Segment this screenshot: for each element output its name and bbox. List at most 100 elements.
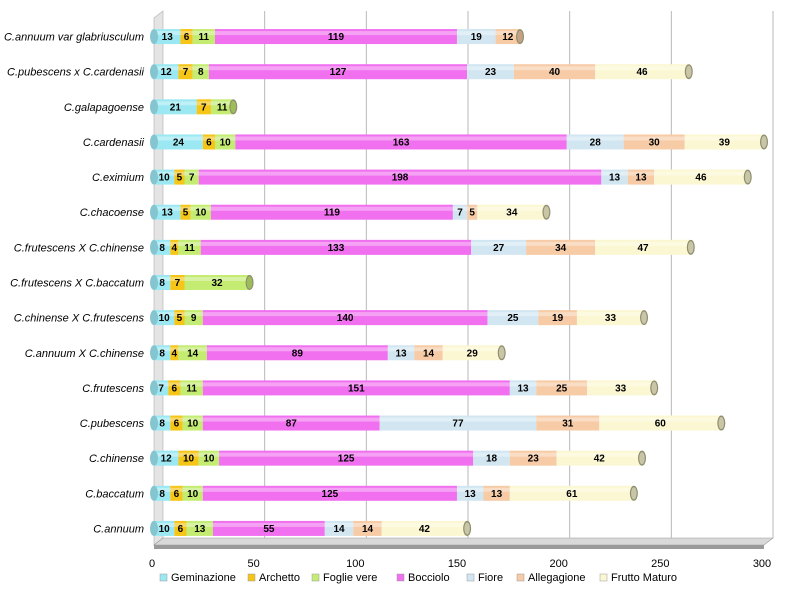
- bar-segment: [473, 450, 510, 466]
- data-label: 10: [195, 208, 207, 219]
- data-label: 10: [159, 524, 171, 535]
- x-tick-label: 200: [549, 558, 567, 570]
- bar-segment-highlight: [154, 101, 197, 106]
- bar-end-cap-face: [517, 30, 523, 43]
- data-label: 10: [159, 173, 171, 184]
- bar-segment-highlight: [190, 206, 211, 211]
- bar-segment: [212, 520, 325, 536]
- bar-segment-highlight: [471, 241, 527, 246]
- bar-segment: [452, 204, 468, 220]
- bar-start-cap: [150, 520, 158, 536]
- bar-segment: [684, 134, 764, 150]
- bar-segment-highlight: [168, 382, 181, 387]
- bar-segment: [154, 64, 179, 80]
- data-label: 29: [467, 348, 479, 359]
- data-label: 8: [159, 489, 165, 500]
- bar-segment: [601, 169, 628, 185]
- legend-swatch: [247, 573, 256, 582]
- bar-segment-highlight: [595, 66, 689, 71]
- bar-segment-highlight: [215, 136, 236, 141]
- bar-segment: [200, 239, 472, 255]
- x-tick-label: 50: [248, 558, 260, 570]
- bar-segment: [190, 204, 211, 220]
- bar-segment: [456, 29, 496, 45]
- bar-segment-highlight: [154, 66, 179, 71]
- floor: [153, 537, 774, 546]
- bar-segment-highlight: [595, 241, 691, 246]
- bar-segment: [526, 239, 596, 255]
- bar-segment: [595, 64, 689, 80]
- bar-segment-highlight: [556, 452, 642, 457]
- bar-segment: [414, 345, 443, 361]
- bar-segment-highlight: [473, 452, 510, 457]
- data-label: 14: [333, 524, 345, 535]
- bar-start-cap: [150, 239, 158, 255]
- category-label: C.annuum: [93, 523, 144, 535]
- bar-segment: [215, 134, 236, 150]
- bar-segment: [353, 520, 382, 536]
- bar-segment-highlight: [477, 206, 547, 211]
- bar-segment-highlight: [456, 487, 484, 492]
- bar-segment-highlight: [154, 171, 175, 176]
- category-label: C.baccatum: [85, 488, 144, 500]
- bar-segment-highlight: [487, 312, 539, 317]
- bar-segment-highlight: [154, 522, 175, 527]
- bar-segment: [487, 310, 539, 326]
- bar-segment: [509, 485, 634, 501]
- data-label: 6: [172, 383, 178, 394]
- bar-start-cap: [150, 450, 158, 466]
- bar-segment: [154, 345, 171, 361]
- bar-segment-highlight: [381, 522, 468, 527]
- bar-segment-highlight: [627, 171, 655, 176]
- bar-segment: [206, 345, 388, 361]
- data-label: 127: [330, 67, 347, 78]
- bar-segment: [202, 415, 380, 431]
- bar-segment-highlight: [200, 241, 472, 246]
- data-label: 4: [172, 348, 178, 359]
- bar-segment-highlight: [202, 312, 488, 317]
- data-label: 7: [189, 173, 195, 184]
- x-tick-label: 0: [149, 558, 155, 570]
- data-label: 19: [471, 32, 483, 43]
- bar-segment: [180, 204, 191, 220]
- bar-segment-highlight: [215, 31, 457, 36]
- bar-row: 12 7 8 127 23 40 46: [150, 64, 693, 80]
- category-label: C.cardenasii: [83, 137, 145, 149]
- bar-segment-highlight: [353, 522, 382, 527]
- bar-segment-highlight: [154, 241, 171, 246]
- data-label: 25: [507, 313, 519, 324]
- bar-segment: [178, 450, 199, 466]
- bar-segment-highlight: [212, 522, 325, 527]
- data-label: 33: [605, 313, 617, 324]
- bar-segment-highlight: [210, 206, 453, 211]
- bar-segment-highlight: [456, 31, 496, 36]
- legend-item: Bocciolo: [396, 572, 450, 584]
- data-label: 14: [187, 348, 199, 359]
- bar-end-cap-face: [718, 416, 725, 430]
- data-label: 42: [419, 524, 431, 535]
- legend-swatch: [516, 573, 525, 582]
- bar-segment-highlight: [154, 487, 171, 492]
- bar-segment: [599, 415, 722, 431]
- data-label: 46: [636, 67, 648, 78]
- legend-swatch: [159, 573, 168, 582]
- data-label: 21: [170, 102, 182, 113]
- bar-segment-highlight: [178, 241, 201, 246]
- bar-segment-highlight: [174, 522, 187, 527]
- bar-start-cap: [150, 380, 158, 396]
- data-label: 61: [566, 489, 578, 500]
- data-label: 25: [556, 383, 568, 394]
- bar-segment-highlight: [170, 241, 179, 246]
- bar-segment: [576, 310, 645, 326]
- bar-segment-highlight: [202, 417, 380, 422]
- category-label: C.chinense: [89, 453, 144, 465]
- bar-end-cap-face: [688, 241, 694, 254]
- bar-row: 10 6 13 55 14 14 42: [150, 520, 472, 536]
- data-label: 119: [328, 32, 345, 43]
- data-label: 10: [187, 489, 199, 500]
- bar-segment: [467, 204, 478, 220]
- data-label: 60: [655, 419, 667, 430]
- bar-segment: [381, 520, 468, 536]
- data-label: 47: [637, 243, 649, 254]
